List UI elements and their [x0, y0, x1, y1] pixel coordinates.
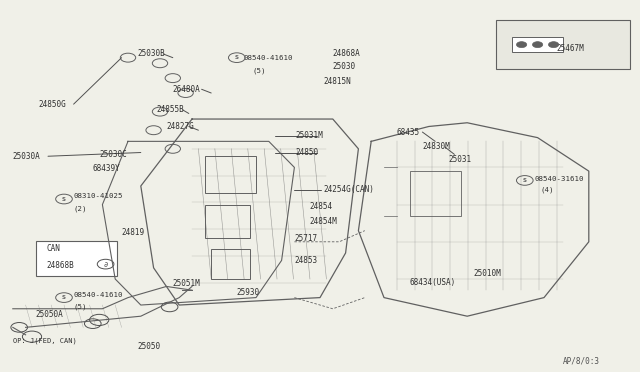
Text: 24868B: 24868B — [47, 262, 74, 270]
Text: 25031: 25031 — [448, 155, 471, 164]
Circle shape — [516, 42, 527, 48]
Text: AP/8/0:3: AP/8/0:3 — [563, 356, 600, 365]
Text: S: S — [62, 196, 66, 202]
Text: 25030C: 25030C — [99, 150, 127, 159]
Text: 26480A: 26480A — [173, 85, 200, 94]
Text: 08310-41025: 08310-41025 — [74, 193, 123, 199]
Text: 25717: 25717 — [294, 234, 317, 243]
Text: 24854: 24854 — [309, 202, 332, 211]
Text: 25050: 25050 — [138, 342, 161, 351]
Text: 24819: 24819 — [122, 228, 145, 237]
Text: 25030B: 25030B — [138, 49, 165, 58]
Text: (5): (5) — [74, 304, 87, 310]
FancyBboxPatch shape — [496, 20, 630, 69]
Text: 24868A: 24868A — [333, 49, 360, 58]
Text: 24855B: 24855B — [157, 105, 184, 114]
Text: 25930: 25930 — [237, 288, 260, 296]
Text: 08540-41610: 08540-41610 — [243, 55, 292, 61]
Text: 24850G: 24850G — [38, 100, 66, 109]
Text: 68435: 68435 — [397, 128, 420, 137]
Text: (4): (4) — [541, 186, 554, 193]
FancyBboxPatch shape — [36, 241, 117, 276]
Text: S: S — [62, 295, 66, 300]
Text: 24854M: 24854M — [309, 217, 337, 226]
Text: (5): (5) — [253, 67, 266, 74]
Text: 68434(USA): 68434(USA) — [410, 278, 456, 287]
Text: S: S — [235, 55, 239, 60]
Text: OP: J(FED, CAN): OP: J(FED, CAN) — [13, 337, 77, 344]
Text: 24850: 24850 — [296, 148, 319, 157]
Text: 25051M: 25051M — [173, 279, 200, 288]
Text: CAN: CAN — [47, 244, 61, 253]
Circle shape — [532, 42, 543, 48]
Text: ∂: ∂ — [104, 260, 108, 269]
Text: 68439Y: 68439Y — [93, 164, 120, 173]
Text: 24254G(CAN): 24254G(CAN) — [323, 185, 374, 194]
Text: 24830M: 24830M — [422, 142, 450, 151]
Text: 25010M: 25010M — [474, 269, 501, 278]
Text: S: S — [523, 178, 527, 183]
Text: 08540-41610: 08540-41610 — [74, 292, 123, 298]
Text: 24827G: 24827G — [166, 122, 194, 131]
Text: 24853: 24853 — [294, 256, 317, 265]
Text: 25050A: 25050A — [35, 310, 63, 319]
Text: 25467M: 25467M — [557, 44, 584, 53]
Text: 25030: 25030 — [333, 62, 356, 71]
Text: 08540-31610: 08540-31610 — [534, 176, 584, 182]
Text: 25031M: 25031M — [296, 131, 323, 140]
Text: (2): (2) — [74, 205, 87, 212]
FancyBboxPatch shape — [512, 37, 563, 52]
Text: 25030A: 25030A — [13, 152, 40, 161]
Circle shape — [548, 42, 559, 48]
Text: 24815N: 24815N — [323, 77, 351, 86]
